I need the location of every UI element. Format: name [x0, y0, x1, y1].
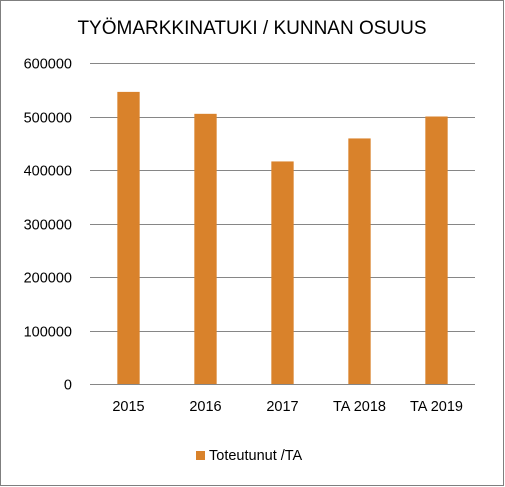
y-tick-label: 0 — [64, 378, 72, 394]
y-tick-label: 300000 — [24, 218, 72, 234]
y-axis-ticks: 0 100000 200000 300000 400000 500000 600000 — [24, 57, 72, 394]
bar — [117, 91, 140, 384]
x-tick-label: 2017 — [266, 399, 298, 415]
y-tick-label: 200000 — [24, 271, 72, 287]
bar — [348, 138, 371, 384]
legend-swatch — [196, 451, 205, 460]
y-tick-label: 400000 — [24, 164, 72, 180]
x-tick-label: TA 2018 — [333, 399, 386, 415]
x-tick-label: TA 2019 — [410, 399, 463, 415]
legend: Toteutunut /TA — [196, 448, 303, 464]
bar — [271, 161, 294, 384]
x-axis-ticks: 2015 2016 2017 TA 2018 TA 2019 — [112, 399, 463, 415]
y-tick-label: 600000 — [24, 57, 72, 73]
bar — [425, 116, 448, 384]
y-tick-label: 500000 — [24, 111, 72, 127]
y-tick-label: 100000 — [24, 325, 72, 341]
x-tick-label: 2015 — [112, 399, 144, 415]
legend-label: Toteutunut /TA — [209, 448, 303, 464]
bars — [117, 91, 448, 384]
chart-title: TYÖMARKKINATUKI / KUNNAN OSUUS — [77, 18, 426, 39]
x-tick-label: 2016 — [189, 399, 221, 415]
bar — [194, 113, 217, 384]
